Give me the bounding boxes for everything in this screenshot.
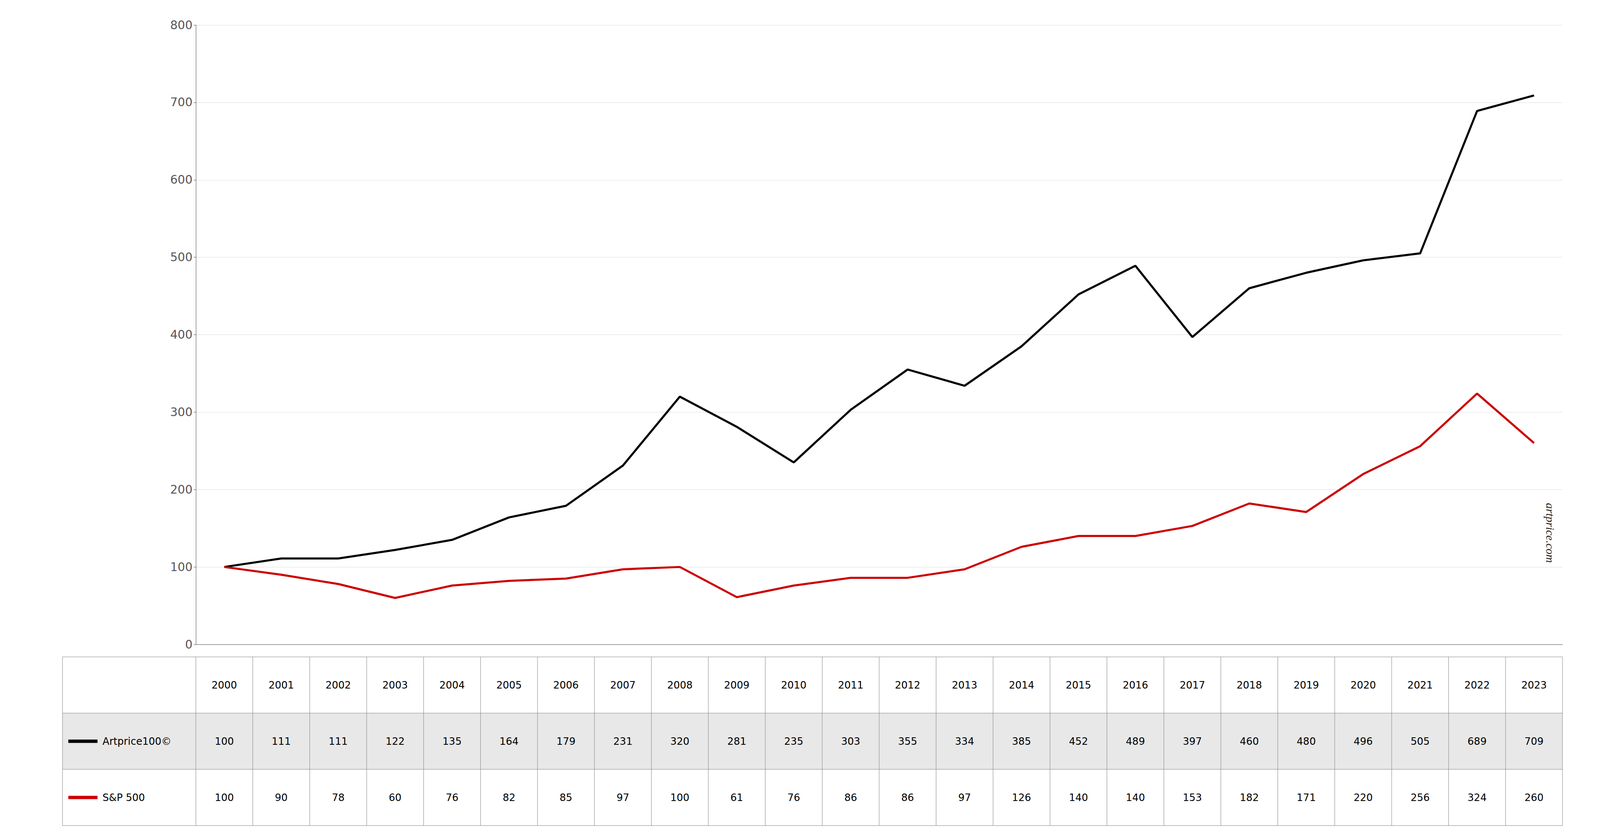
svg-text:235: 235 xyxy=(784,735,804,748)
svg-text:100: 100 xyxy=(670,792,690,804)
svg-text:76: 76 xyxy=(445,792,459,804)
svg-text:122: 122 xyxy=(385,735,405,748)
svg-text:2010: 2010 xyxy=(780,679,807,692)
svg-text:86: 86 xyxy=(901,792,915,804)
svg-text:709: 709 xyxy=(1524,735,1544,748)
svg-text:76: 76 xyxy=(787,792,801,804)
svg-text:182: 182 xyxy=(1239,792,1259,804)
svg-text:256: 256 xyxy=(1410,792,1430,804)
svg-text:2011: 2011 xyxy=(837,679,864,692)
svg-text:2022: 2022 xyxy=(1464,679,1490,692)
svg-text:61: 61 xyxy=(730,792,744,804)
svg-text:2008: 2008 xyxy=(667,679,693,692)
svg-text:281: 281 xyxy=(727,735,747,748)
svg-text:2000: 2000 xyxy=(211,679,238,692)
svg-text:2020: 2020 xyxy=(1350,679,1376,692)
svg-text:500: 500 xyxy=(170,250,193,265)
svg-text:2001: 2001 xyxy=(268,679,294,692)
svg-text:86: 86 xyxy=(844,792,858,804)
svg-text:2017: 2017 xyxy=(1179,679,1205,692)
svg-text:385: 385 xyxy=(1012,735,1032,748)
svg-text:489: 489 xyxy=(1125,735,1145,748)
svg-text:324: 324 xyxy=(1467,792,1487,804)
svg-text:300: 300 xyxy=(170,405,193,420)
svg-text:Artprice100©: Artprice100© xyxy=(102,735,172,748)
svg-text:231: 231 xyxy=(613,735,633,748)
svg-text:334: 334 xyxy=(955,735,975,748)
svg-text:480: 480 xyxy=(1296,735,1316,748)
svg-text:60: 60 xyxy=(388,792,402,804)
svg-text:400: 400 xyxy=(170,327,193,342)
svg-text:355: 355 xyxy=(897,735,918,748)
svg-text:97: 97 xyxy=(616,792,630,804)
svg-text:689: 689 xyxy=(1467,735,1487,748)
svg-text:97: 97 xyxy=(958,792,972,804)
svg-text:111: 111 xyxy=(328,735,348,748)
svg-text:140: 140 xyxy=(1125,792,1145,804)
svg-text:2005: 2005 xyxy=(496,679,522,692)
svg-text:artprice.com: artprice.com xyxy=(1543,502,1557,563)
svg-text:2006: 2006 xyxy=(553,679,579,692)
svg-text:126: 126 xyxy=(1012,792,1032,804)
svg-text:2007: 2007 xyxy=(610,679,636,692)
svg-text:171: 171 xyxy=(1296,792,1316,804)
svg-text:2009: 2009 xyxy=(724,679,750,692)
svg-text:100: 100 xyxy=(214,792,234,804)
svg-text:2023: 2023 xyxy=(1521,679,1547,692)
svg-text:320: 320 xyxy=(670,735,690,748)
svg-text:2014: 2014 xyxy=(1008,679,1035,692)
svg-text:2003: 2003 xyxy=(382,679,408,692)
svg-text:111: 111 xyxy=(271,735,291,748)
svg-text:2021: 2021 xyxy=(1407,679,1433,692)
svg-text:179: 179 xyxy=(556,735,576,748)
svg-text:90: 90 xyxy=(275,792,288,804)
svg-text:78: 78 xyxy=(331,792,345,804)
svg-text:700: 700 xyxy=(170,95,193,110)
svg-text:2013: 2013 xyxy=(951,679,978,692)
svg-text:140: 140 xyxy=(1068,792,1088,804)
svg-text:82: 82 xyxy=(502,792,516,804)
svg-text:505: 505 xyxy=(1410,735,1430,748)
svg-text:S&P 500: S&P 500 xyxy=(102,792,145,804)
svg-text:85: 85 xyxy=(559,792,573,804)
svg-text:800: 800 xyxy=(170,18,193,33)
svg-text:164: 164 xyxy=(499,735,519,748)
svg-text:100: 100 xyxy=(170,560,193,575)
svg-text:496: 496 xyxy=(1353,735,1373,748)
svg-text:2016: 2016 xyxy=(1122,679,1148,692)
svg-text:100: 100 xyxy=(214,735,234,748)
svg-text:600: 600 xyxy=(170,172,193,187)
svg-text:0: 0 xyxy=(185,637,193,652)
svg-text:303: 303 xyxy=(841,735,861,748)
svg-text:2019: 2019 xyxy=(1293,679,1319,692)
svg-text:452: 452 xyxy=(1068,735,1088,748)
svg-text:260: 260 xyxy=(1524,792,1544,804)
svg-text:2015: 2015 xyxy=(1065,679,1092,692)
svg-text:135: 135 xyxy=(442,735,462,748)
svg-text:2018: 2018 xyxy=(1236,679,1263,692)
svg-text:153: 153 xyxy=(1182,792,1203,804)
svg-text:460: 460 xyxy=(1239,735,1259,748)
svg-text:2002: 2002 xyxy=(325,679,351,692)
svg-text:397: 397 xyxy=(1182,735,1203,748)
svg-text:2004: 2004 xyxy=(439,679,465,692)
svg-text:200: 200 xyxy=(170,482,193,497)
svg-text:220: 220 xyxy=(1353,792,1373,804)
svg-text:2012: 2012 xyxy=(895,679,921,692)
